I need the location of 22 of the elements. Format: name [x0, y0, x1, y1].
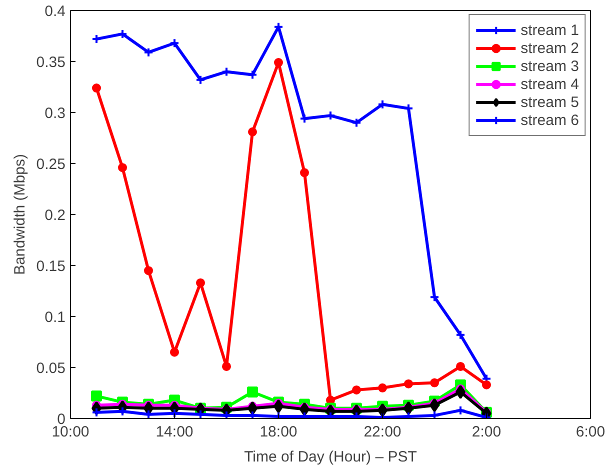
x-tick-label: 22:00: [364, 424, 402, 440]
x-tick-label: 2:00: [472, 424, 502, 440]
y-tick-label: 0.4: [44, 3, 66, 20]
y-tick-label: 0.1: [44, 309, 66, 326]
y-axis-title: Bandwidth (Mbps): [11, 154, 28, 275]
legend-label: stream 4: [520, 75, 579, 93]
legend-label: stream 3: [520, 57, 579, 75]
x-tick-label: 14:00: [156, 424, 194, 440]
x-tick-label: 10:00: [52, 424, 90, 440]
x-tick-label: 6:00: [576, 424, 606, 440]
y-tick-label: 0.25: [36, 156, 66, 173]
y-tick-label: 0.3: [44, 105, 66, 122]
y-tick-label: 0.2: [44, 207, 66, 224]
x-axis-title: Time of Day (Hour) – PST: [244, 448, 417, 466]
legend-label: stream 6: [520, 111, 579, 129]
x-tick-label: 18:00: [260, 424, 298, 440]
y-tick-label: 0.15: [36, 258, 66, 275]
legend-label: stream 1: [520, 21, 579, 39]
y-tick-label: 0.35: [36, 54, 66, 71]
legend-label: stream 2: [520, 39, 579, 57]
y-tick-label: 0.05: [36, 360, 66, 377]
legend-label: stream 5: [520, 93, 579, 111]
